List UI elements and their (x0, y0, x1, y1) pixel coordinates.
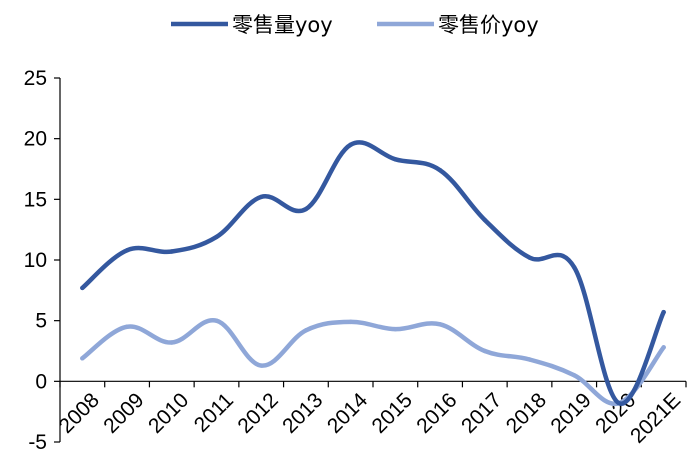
data-point-retail-price-yoy (169, 340, 174, 345)
data-point-retail-price-yoy (80, 356, 85, 361)
data-point-retail-price-yoy (527, 357, 532, 362)
x-tick-label: 2014 (323, 388, 373, 438)
y-tick-label: 20 (24, 128, 47, 151)
y-tick-label: 0 (35, 370, 47, 393)
data-point-retail-price-yoy (572, 373, 577, 378)
x-tick-label: 2009 (99, 389, 148, 438)
data-point-retail-volume-yoy (169, 249, 174, 254)
y-tick-label: 10 (24, 249, 47, 272)
data-point-retail-volume-yoy (124, 248, 130, 253)
data-point-retail-price-yoy (214, 318, 219, 323)
series-layer (80, 140, 666, 406)
data-point-retail-volume-yoy (572, 265, 577, 270)
data-point-retail-price-yoy (124, 324, 130, 329)
y-tick-label: 25 (24, 67, 47, 90)
data-point-retail-volume-yoy (482, 217, 487, 223)
x-tick-label: 2015 (368, 389, 417, 438)
x-tick-label: 2017 (457, 389, 506, 438)
x-tick-label: 2008 (55, 389, 104, 438)
data-point-retail-price-yoy (482, 348, 487, 354)
x-tick-label: 2013 (278, 389, 327, 438)
legend-label-retail-price-yoy: 零售价yoy (438, 13, 539, 37)
data-point-retail-volume-yoy (393, 157, 398, 162)
legend: 零售量yoy 零售价yoy (171, 13, 539, 37)
data-point-retail-price-yoy (303, 328, 309, 333)
x-tick-label: 2018 (502, 389, 551, 438)
data-point-retail-volume-yoy (348, 142, 353, 147)
x-tick-label: 2012 (233, 389, 282, 438)
y-tick-label: -5 (28, 431, 47, 454)
data-point-retail-volume-yoy (259, 194, 264, 200)
legend-label-retail-volume-yoy: 零售量yoy (232, 13, 333, 37)
data-point-retail-volume-yoy (437, 168, 443, 173)
x-tick-label: 2019 (546, 389, 595, 438)
series-line-retail-volume-yoy (80, 140, 666, 406)
data-point-retail-volume-yoy (80, 285, 85, 291)
data-point-retail-price-yoy (437, 322, 443, 327)
data-point-retail-price-yoy (348, 319, 353, 325)
data-point-retail-volume-yoy (616, 400, 622, 406)
data-point-retail-volume-yoy (303, 206, 309, 212)
y-tick-label: 15 (24, 188, 47, 211)
y-axis: -5 0 5 10 15 20 25 (24, 67, 61, 454)
y-tick-label: 5 (35, 310, 47, 333)
data-point-retail-price-yoy (259, 363, 264, 368)
data-point-retail-volume-yoy (527, 255, 532, 260)
x-tick-label: 2021E (626, 389, 685, 448)
x-tick-label: 2011 (190, 389, 238, 437)
data-point-retail-price-yoy (661, 345, 666, 350)
x-tick-label: 2016 (412, 389, 461, 438)
data-point-retail-volume-yoy (214, 234, 219, 240)
x-tick-label: 2010 (144, 389, 193, 438)
data-point-retail-price-yoy (393, 326, 398, 332)
data-point-retail-volume-yoy (661, 309, 666, 315)
